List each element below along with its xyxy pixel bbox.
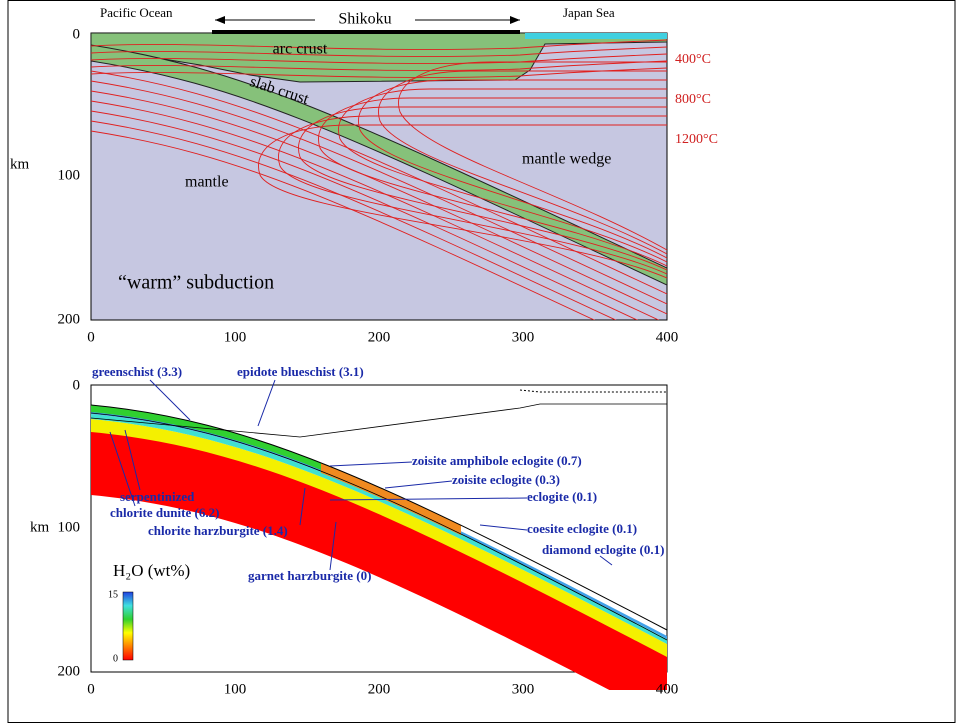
colorbar bbox=[123, 592, 133, 660]
colorbar-min: 0 bbox=[113, 653, 118, 664]
arrow-head bbox=[215, 16, 225, 24]
rock-label: chlorite dunite (6.2) bbox=[110, 505, 219, 520]
land bbox=[212, 30, 520, 34]
x-tick-label: 200 bbox=[368, 329, 391, 345]
isotherm-label: 800°C bbox=[675, 92, 711, 107]
y-tick-label: 200 bbox=[58, 311, 81, 327]
rock-label: greenschist (3.3) bbox=[92, 364, 182, 379]
x-tick-label: 200 bbox=[368, 681, 391, 697]
x-tick-label: 100 bbox=[224, 329, 247, 345]
top-panel: Pacific Ocean Shikoku Japan Sea arc crus… bbox=[10, 5, 718, 354]
caption: “warm” subduction bbox=[118, 272, 274, 294]
legend-title: H₂O (wt%) bbox=[113, 561, 190, 580]
x-tick-label: 0 bbox=[87, 329, 95, 345]
x-tick-label: 400 bbox=[656, 329, 679, 345]
colorbar-max: 15 bbox=[108, 589, 118, 600]
x-tick-label: 0 bbox=[87, 681, 95, 697]
rock-label: zoisite amphibole eclogite (0.7) bbox=[412, 453, 582, 468]
y-tick-label: 100 bbox=[58, 167, 81, 183]
y-tick-label: 200 bbox=[58, 663, 81, 679]
isotherm-label: 1200°C bbox=[675, 132, 718, 147]
rock-label: coesite eclogite (0.1) bbox=[527, 521, 637, 536]
sea bbox=[525, 33, 667, 39]
rock-label: garnet harzburgite (0) bbox=[248, 568, 371, 583]
x-tick-label: 400 bbox=[656, 681, 679, 697]
rock-label: epidote blueschist (3.1) bbox=[237, 364, 364, 379]
isotherm-label: 400°C bbox=[675, 52, 711, 67]
y-tick-label: 0 bbox=[73, 377, 81, 393]
x-tick-label: 100 bbox=[224, 681, 247, 697]
arrow-head bbox=[510, 16, 520, 24]
x-tick-label: 300 bbox=[512, 681, 535, 697]
mantle-wedge-label: mantle wedge bbox=[522, 151, 611, 168]
bottom-panel: greenschist (3.3) epidote blueschist (3.… bbox=[30, 364, 678, 720]
arc-crust-label: arc crust bbox=[273, 41, 328, 58]
x-tick-label: 300 bbox=[512, 329, 535, 345]
header-left: Pacific Ocean bbox=[100, 5, 173, 20]
y-axis-label: km bbox=[10, 156, 30, 172]
mantle-label: mantle bbox=[185, 174, 229, 191]
y-axis-label: km bbox=[30, 519, 50, 535]
y-tick-label: 0 bbox=[73, 26, 81, 42]
header-right: Japan Sea bbox=[563, 5, 615, 20]
header-center: Shikoku bbox=[338, 11, 391, 28]
rock-label: diamond eclogite (0.1) bbox=[542, 542, 664, 557]
rock-label: zoisite eclogite (0.3) bbox=[452, 472, 560, 487]
rock-label: chlorite harzburgite (1.4) bbox=[148, 523, 288, 538]
y-tick-label: 100 bbox=[58, 519, 81, 535]
rock-label: eclogite (0.1) bbox=[527, 489, 597, 504]
figure: Pacific Ocean Shikoku Japan Sea arc crus… bbox=[0, 0, 956, 723]
